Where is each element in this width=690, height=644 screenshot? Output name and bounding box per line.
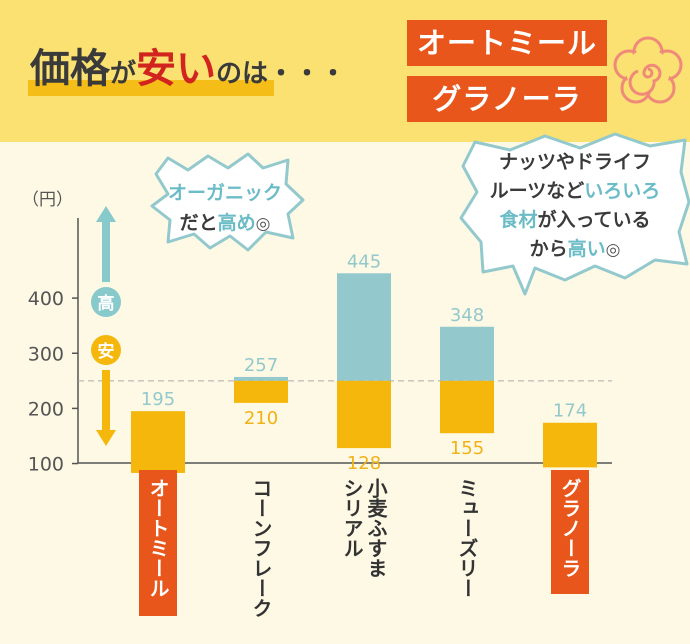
high-badge-label: 高	[98, 293, 115, 314]
data-label-high: 174	[553, 401, 587, 422]
bubble-left-text: オーガニック だと高め◎	[150, 178, 300, 239]
bubble-right-line2-pre: ルーツなど	[489, 180, 585, 202]
bubble-left-line2-accent: 高め	[217, 212, 256, 234]
data-label-high: 257	[244, 355, 278, 376]
data-label-high: 195	[141, 389, 175, 410]
bubble-left-line2: だと高め◎	[150, 208, 300, 239]
bar-segment-above	[440, 326, 494, 381]
title-part-cheap: 安い	[136, 46, 217, 92]
bubble-right-line4: から高い◎	[470, 235, 680, 265]
category-label: コーンフレーク	[249, 478, 273, 618]
data-label-low: 155	[450, 438, 484, 459]
arrow-down-icon	[96, 430, 116, 446]
bar-segment-below	[234, 380, 288, 403]
bubble-left-line1: オーガニック	[167, 182, 282, 204]
data-label-low: 128	[347, 453, 381, 474]
header-label-granola: グラノーラ	[407, 76, 607, 122]
high-badge	[91, 287, 121, 317]
header-label-oatmeal: オートミール	[407, 20, 607, 66]
y-tick-label: 300	[28, 343, 64, 365]
category-label: ミューズリー	[455, 478, 479, 598]
page-title: 価格が安いのは・・・	[30, 36, 346, 94]
category-label: オートミール	[146, 478, 170, 598]
data-label-high: 445	[347, 251, 381, 272]
bar	[543, 422, 597, 468]
y-axis-label: （円）	[22, 190, 73, 210]
bar-segment-above	[337, 273, 391, 381]
spiral-icon: ◎	[605, 240, 621, 260]
spiral-icon: ◎	[255, 214, 271, 234]
bar-segment-below	[337, 380, 391, 449]
category-label: 小麦ふすま	[364, 478, 388, 578]
title-part-noha: のは・・・	[216, 59, 347, 89]
low-badge-label: 安	[98, 341, 115, 362]
y-tick-label: 200	[28, 398, 64, 420]
title-underline	[28, 80, 274, 96]
bubble-right-line2: ルーツなどいろいろ	[470, 177, 680, 206]
bubble-right-line3-accent: 食材	[499, 209, 538, 231]
bubble-right-text: ナッツやドライフ ルーツなどいろいろ 食材が入っている から高い◎	[470, 148, 680, 265]
low-badge	[91, 335, 121, 365]
y-tick-label: 100	[28, 454, 64, 476]
category-label: グラノーラ	[558, 478, 582, 578]
category-label: シリアル	[340, 478, 364, 558]
data-label-high: 348	[450, 305, 484, 326]
bar-segment-above	[234, 376, 288, 381]
bar-segment-below	[440, 380, 494, 434]
y-tick-label: 400	[28, 288, 64, 310]
arrow-up-icon	[96, 206, 116, 222]
title-part-ga: が	[110, 59, 137, 89]
bar	[131, 411, 185, 473]
bubble-right-line4-accent: 高い	[567, 238, 606, 260]
title-part-price: 価格	[30, 46, 110, 92]
bubble-right-line2-accent: いろいろ	[584, 180, 661, 202]
bubble-right-line3: 食材が入っている	[470, 206, 680, 235]
bubble-left-line2-pre: だと	[179, 212, 218, 234]
category-label-bg	[139, 470, 177, 616]
flower-icon	[613, 36, 683, 104]
data-label-low: 210	[244, 408, 278, 429]
bubble-right-line4-pre: から	[529, 238, 568, 260]
bubble-right-line3-post: が入っている	[537, 209, 651, 231]
bubble-right-line1: ナッツやドライフ	[498, 151, 651, 173]
category-label-bg	[551, 470, 589, 594]
speech-bubble-right	[459, 132, 690, 296]
speech-bubble-left	[150, 152, 305, 252]
